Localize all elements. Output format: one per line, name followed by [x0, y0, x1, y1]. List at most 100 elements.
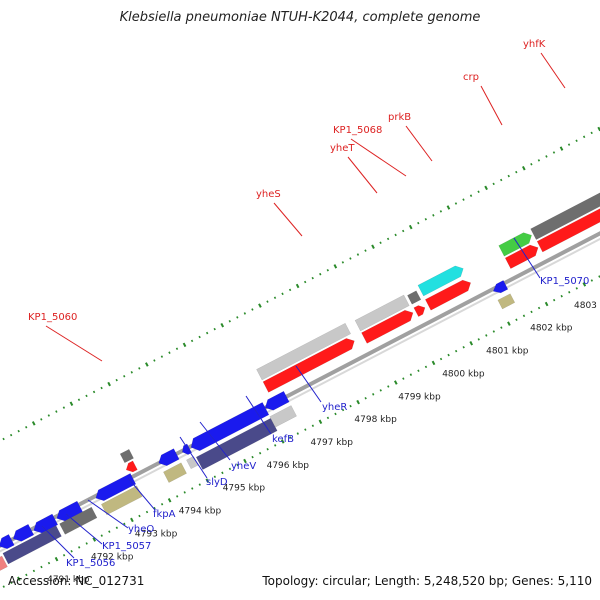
tick-row-bottom: [130, 517, 134, 523]
gene-crp-green: [498, 232, 532, 257]
tick-row-bottom: [183, 491, 186, 494]
gene-label-yheV: yheV: [231, 461, 256, 472]
tick-row-bottom: [431, 360, 436, 366]
label-leader: [513, 237, 541, 279]
tick-row-top: [92, 390, 96, 394]
gene-label-kefB: kefB: [272, 434, 294, 445]
tick-row-bottom: [296, 432, 299, 435]
gene-label-yhfK: yhfK: [523, 39, 546, 50]
gene-crp-red: [504, 244, 539, 269]
tick-row-top: [130, 371, 133, 374]
tick-row-top: [333, 264, 338, 269]
tick-row-top: [220, 322, 225, 328]
tick-row-bottom: [92, 537, 97, 542]
tick-row-bottom: [552, 298, 556, 302]
tick-row-top: [371, 244, 375, 249]
gene-kp5060-red: [125, 460, 138, 473]
gene-label-fkpA: fkpA: [153, 509, 176, 520]
tick-row-top: [477, 190, 480, 194]
label-layer: 4791 kbp 4792 kbp 4793 kbp 4794 kbp 4795 kbp…: [28, 39, 600, 585]
gene-slyD-olive: [163, 462, 187, 483]
tick-row-top: [500, 178, 503, 182]
tick-row-bottom: [530, 310, 533, 314]
tick-row-top: [311, 276, 314, 280]
tick-row-top: [364, 249, 367, 252]
label-leader: [199, 421, 231, 461]
tick-row-top: [138, 367, 141, 370]
tick-row-top: [394, 233, 397, 237]
tick-row-bottom: [318, 419, 323, 425]
tick-row-top: [115, 378, 118, 382]
tick-row-bottom: [447, 353, 450, 357]
tick-row-bottom: [289, 436, 292, 439]
tick-row-bottom: [100, 534, 103, 537]
tick-row-bottom: [334, 412, 337, 416]
tick-row-top: [530, 163, 533, 166]
topology-text: Topology: circular; Length: 5,248,520 bp…: [262, 574, 592, 588]
label-leader: [540, 52, 566, 89]
tick-row-bottom: [62, 553, 66, 557]
tick-row-top: [236, 316, 239, 319]
tick-row-bottom: [575, 287, 578, 290]
tick-row-top: [55, 410, 58, 413]
tick-row-top: [462, 198, 465, 201]
label-leader: [65, 513, 103, 545]
kbp-label: 4799 kbp: [398, 392, 441, 402]
label-leader: [45, 325, 103, 362]
tick-row-top: [326, 269, 329, 272]
tick-row-top: [17, 429, 20, 433]
tick-row-top: [492, 182, 495, 186]
tick-row-bottom: [326, 416, 330, 420]
kbp-label: 4802 kbp: [530, 324, 573, 334]
label-leader: [127, 477, 156, 511]
tick-row-bottom: [77, 546, 81, 549]
tick-row-top: [153, 359, 156, 362]
gene-label-slyD: slyD: [206, 477, 228, 488]
tick-row-bottom: [522, 314, 526, 318]
gene-lower-dark: [2, 525, 62, 565]
tick-row-bottom: [40, 565, 43, 569]
tick-row-bottom: [266, 448, 269, 451]
gene-kp5057-blue: [12, 523, 35, 542]
tick-row-bottom: [145, 510, 149, 514]
label-leader: [350, 138, 407, 177]
tick-row-bottom: [47, 561, 51, 565]
tick-row-top: [356, 253, 360, 256]
tick-row-top: [349, 257, 352, 260]
tick-row-top: [408, 224, 413, 230]
kbp-label: 4794 kbp: [179, 507, 222, 517]
tick-row-top: [62, 406, 66, 409]
tick-row-top: [69, 401, 74, 406]
tick-row-top: [251, 308, 254, 311]
gene-prkB-cyan: [417, 265, 464, 297]
tick-row-bottom: [213, 475, 217, 478]
tick-row-top: [295, 283, 300, 289]
tick-row-bottom: [537, 306, 541, 310]
kbp-label: 4797 kbp: [311, 438, 354, 448]
tick-row-top: [266, 300, 269, 303]
tick-row-bottom: [32, 569, 36, 573]
tick-row-bottom: [582, 282, 587, 287]
tick-row-bottom: [167, 498, 172, 503]
tick-row-bottom: [123, 522, 126, 526]
tick-row-top: [288, 288, 292, 292]
label-leader: [87, 499, 129, 529]
gene-label-KP1_5057: KP1_5057: [102, 541, 151, 552]
tick-row-top: [379, 241, 382, 245]
tick-row-bottom: [2, 585, 5, 588]
tick-row-top: [228, 320, 231, 323]
tick-row-bottom: [115, 526, 119, 530]
tick-row-bottom: [221, 471, 224, 475]
tick-row-bottom: [424, 365, 428, 369]
tick-row-bottom: [590, 279, 594, 282]
gene-kp5070-blue: [492, 280, 509, 294]
kbp-label: 4791 kbp: [47, 575, 90, 585]
backbone-layer: [0, 231, 600, 553]
tick-row-bottom: [500, 326, 503, 329]
tick-row-bottom: [198, 483, 201, 486]
gene-yhfK-red: [536, 208, 600, 253]
tick-row-bottom: [280, 439, 285, 444]
accession-text: Accession: NC_012731: [8, 574, 145, 588]
tick-row-bottom: [492, 330, 496, 333]
